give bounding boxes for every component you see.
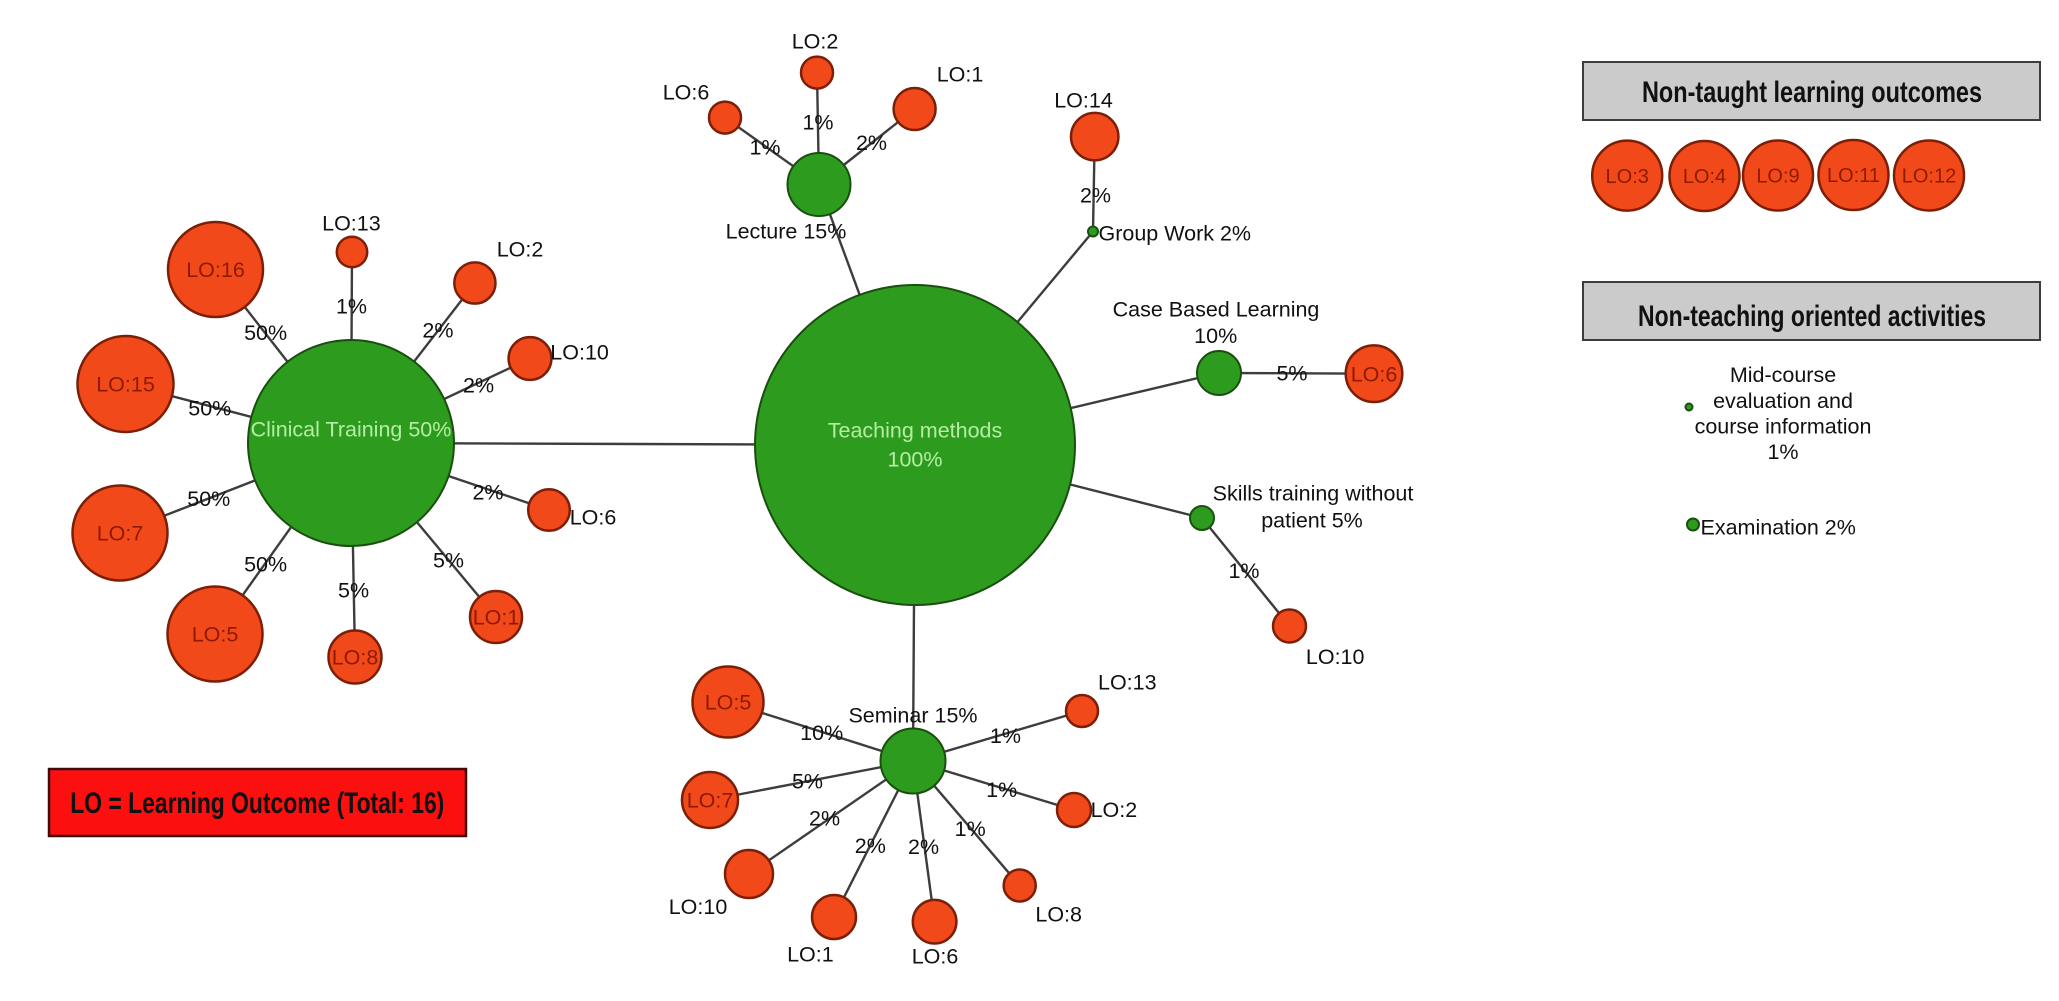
- svg-text:LO:14: LO:14: [1054, 89, 1113, 113]
- svg-text:2%: 2%: [856, 131, 887, 155]
- svg-text:1%: 1%: [1228, 559, 1259, 583]
- svg-text:5%: 5%: [338, 579, 369, 603]
- svg-text:2%: 2%: [472, 481, 503, 505]
- svg-text:LO:8: LO:8: [1035, 903, 1082, 927]
- svg-text:50%: 50%: [187, 487, 230, 511]
- svg-text:LO:9: LO:9: [1756, 166, 1799, 188]
- svg-text:5%: 5%: [433, 549, 464, 573]
- svg-text:LO:10: LO:10: [1306, 645, 1365, 669]
- svg-text:LO:5: LO:5: [705, 691, 752, 715]
- svg-text:1%: 1%: [986, 778, 1017, 802]
- svg-text:1%: 1%: [955, 817, 986, 841]
- svg-text:2%: 2%: [1080, 184, 1111, 208]
- svg-text:5%: 5%: [792, 770, 823, 794]
- svg-text:LO:13: LO:13: [322, 211, 381, 235]
- svg-text:LO:13: LO:13: [1098, 671, 1157, 695]
- svg-text:100%: 100%: [888, 448, 943, 472]
- svg-text:Seminar 15%: Seminar 15%: [848, 704, 977, 728]
- svg-text:LO:7: LO:7: [687, 789, 734, 813]
- svg-text:LO:15: LO:15: [96, 373, 155, 397]
- svg-text:Non-teaching oriented activiti: Non-teaching oriented activities: [1638, 300, 1986, 333]
- svg-text:LO:10: LO:10: [669, 895, 728, 919]
- svg-text:LO:1: LO:1: [787, 943, 834, 967]
- svg-text:10%: 10%: [1194, 324, 1237, 348]
- svg-text:5%: 5%: [1276, 362, 1307, 386]
- svg-text:Skills training without: Skills training without: [1213, 482, 1414, 506]
- svg-text:patient 5%: patient 5%: [1261, 508, 1363, 532]
- svg-text:Lecture 15%: Lecture 15%: [726, 220, 847, 244]
- svg-text:LO:1: LO:1: [937, 63, 984, 87]
- svg-text:50%: 50%: [244, 321, 287, 345]
- svg-text:10%: 10%: [800, 721, 843, 745]
- svg-text:2%: 2%: [855, 834, 886, 858]
- svg-text:LO = Learning Outcome (Total:: LO = Learning Outcome (Total: 16): [70, 787, 444, 820]
- svg-text:LO:11: LO:11: [1827, 165, 1880, 187]
- svg-text:2%: 2%: [422, 319, 453, 343]
- svg-text:LO:8: LO:8: [332, 646, 379, 670]
- svg-text:Mid-course: Mid-course: [1730, 363, 1836, 387]
- svg-text:1%: 1%: [990, 724, 1021, 748]
- svg-text:2%: 2%: [463, 374, 494, 398]
- svg-text:Teaching methods: Teaching methods: [828, 419, 1003, 443]
- svg-text:LO:16: LO:16: [186, 258, 245, 282]
- svg-text:LO:3: LO:3: [1606, 166, 1649, 188]
- svg-text:evaluation and: evaluation and: [1713, 389, 1853, 413]
- svg-text:Group Work 2%: Group Work 2%: [1099, 222, 1252, 246]
- svg-text:1%: 1%: [749, 136, 780, 160]
- svg-text:Clinical Training 50%: Clinical Training 50%: [251, 418, 452, 442]
- svg-text:LO:2: LO:2: [497, 238, 544, 262]
- svg-text:LO:6: LO:6: [570, 506, 617, 530]
- svg-text:1%: 1%: [1767, 440, 1798, 464]
- svg-text:LO:2: LO:2: [1091, 798, 1138, 822]
- svg-text:LO:4: LO:4: [1683, 166, 1726, 188]
- svg-text:50%: 50%: [188, 397, 231, 421]
- svg-text:Examination 2%: Examination 2%: [1701, 516, 1856, 540]
- svg-text:LO:10: LO:10: [550, 341, 609, 365]
- svg-text:2%: 2%: [809, 807, 840, 831]
- svg-text:1%: 1%: [802, 111, 833, 135]
- svg-text:1%: 1%: [336, 295, 367, 319]
- svg-text:LO:6: LO:6: [1351, 362, 1398, 386]
- svg-text:LO:6: LO:6: [663, 81, 710, 105]
- svg-text:LO:5: LO:5: [192, 623, 239, 647]
- svg-text:Non-taught learning outcomes: Non-taught learning outcomes: [1642, 76, 1982, 109]
- svg-text:LO:2: LO:2: [792, 30, 839, 54]
- svg-text:2%: 2%: [908, 835, 939, 859]
- svg-text:LO:6: LO:6: [912, 945, 959, 969]
- svg-text:Case Based Learning: Case Based Learning: [1113, 298, 1320, 322]
- svg-text:LO:12: LO:12: [1902, 166, 1956, 188]
- svg-text:50%: 50%: [244, 553, 287, 577]
- svg-text:course information: course information: [1695, 414, 1872, 438]
- svg-text:LO:7: LO:7: [97, 522, 144, 546]
- svg-text:LO:1: LO:1: [473, 606, 520, 630]
